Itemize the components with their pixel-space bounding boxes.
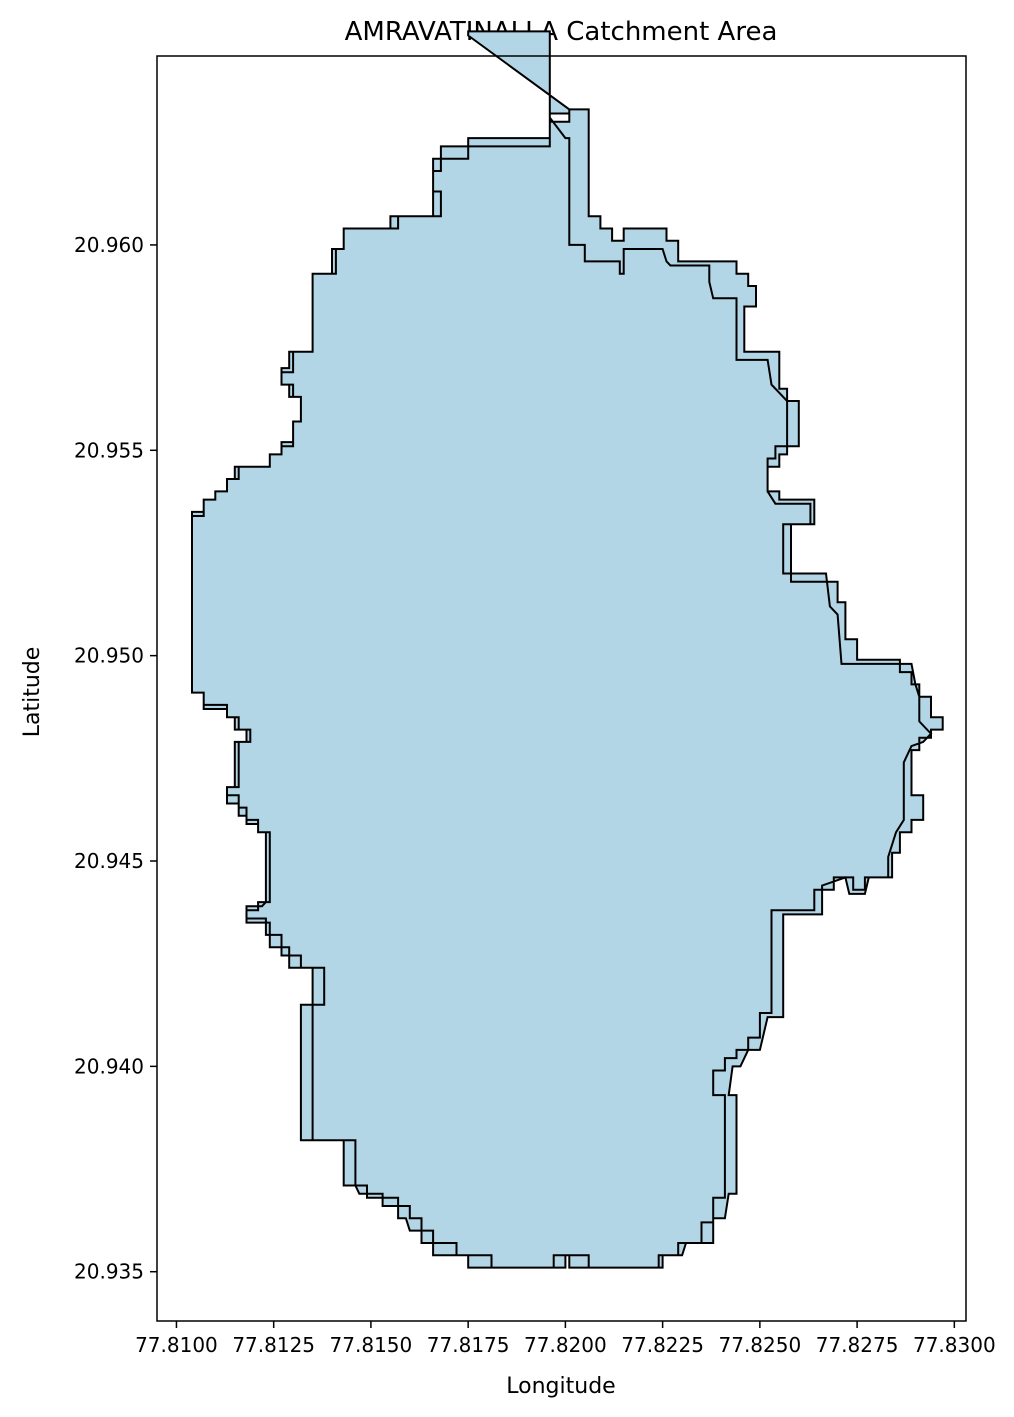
x-tick-label: 77.8250 bbox=[719, 1333, 802, 1357]
x-axis-label: Longitude bbox=[506, 1374, 615, 1399]
chart-title: AMRAVATINALLA Catchment Area bbox=[345, 17, 778, 47]
x-tick-label: 77.8175 bbox=[427, 1333, 510, 1357]
y-tick-label: 20.940 bbox=[74, 1054, 144, 1078]
y-tick-label: 20.955 bbox=[74, 438, 144, 462]
x-tick-label: 77.8100 bbox=[135, 1333, 218, 1357]
x-tick-label: 77.8150 bbox=[330, 1333, 413, 1357]
x-tick-label: 77.8225 bbox=[621, 1333, 704, 1357]
x-tick-label: 77.8300 bbox=[913, 1333, 996, 1357]
x-tick-label: 77.8200 bbox=[524, 1333, 607, 1357]
plot-frame bbox=[156, 55, 967, 1322]
x-tick-label: 77.8275 bbox=[816, 1333, 899, 1357]
y-axis-label: Latitude bbox=[20, 647, 45, 738]
y-tick-label: 20.935 bbox=[74, 1260, 144, 1284]
x-tick-label: 77.8125 bbox=[232, 1333, 315, 1357]
y-tick-label: 20.950 bbox=[74, 644, 144, 668]
plot-layer bbox=[191, 30, 944, 1269]
x-axis-ticks: 77.8100 77.8125 77.8150 77.8175 77.8200 77.82… bbox=[135, 1321, 996, 1357]
y-tick-label: 20.945 bbox=[74, 849, 144, 873]
catchment-polygon bbox=[191, 30, 944, 1269]
y-axis-ticks: 20.935 20.940 20.945 20.950 20.955 20.960 bbox=[74, 233, 157, 1284]
y-tick-label: 20.960 bbox=[74, 233, 144, 257]
